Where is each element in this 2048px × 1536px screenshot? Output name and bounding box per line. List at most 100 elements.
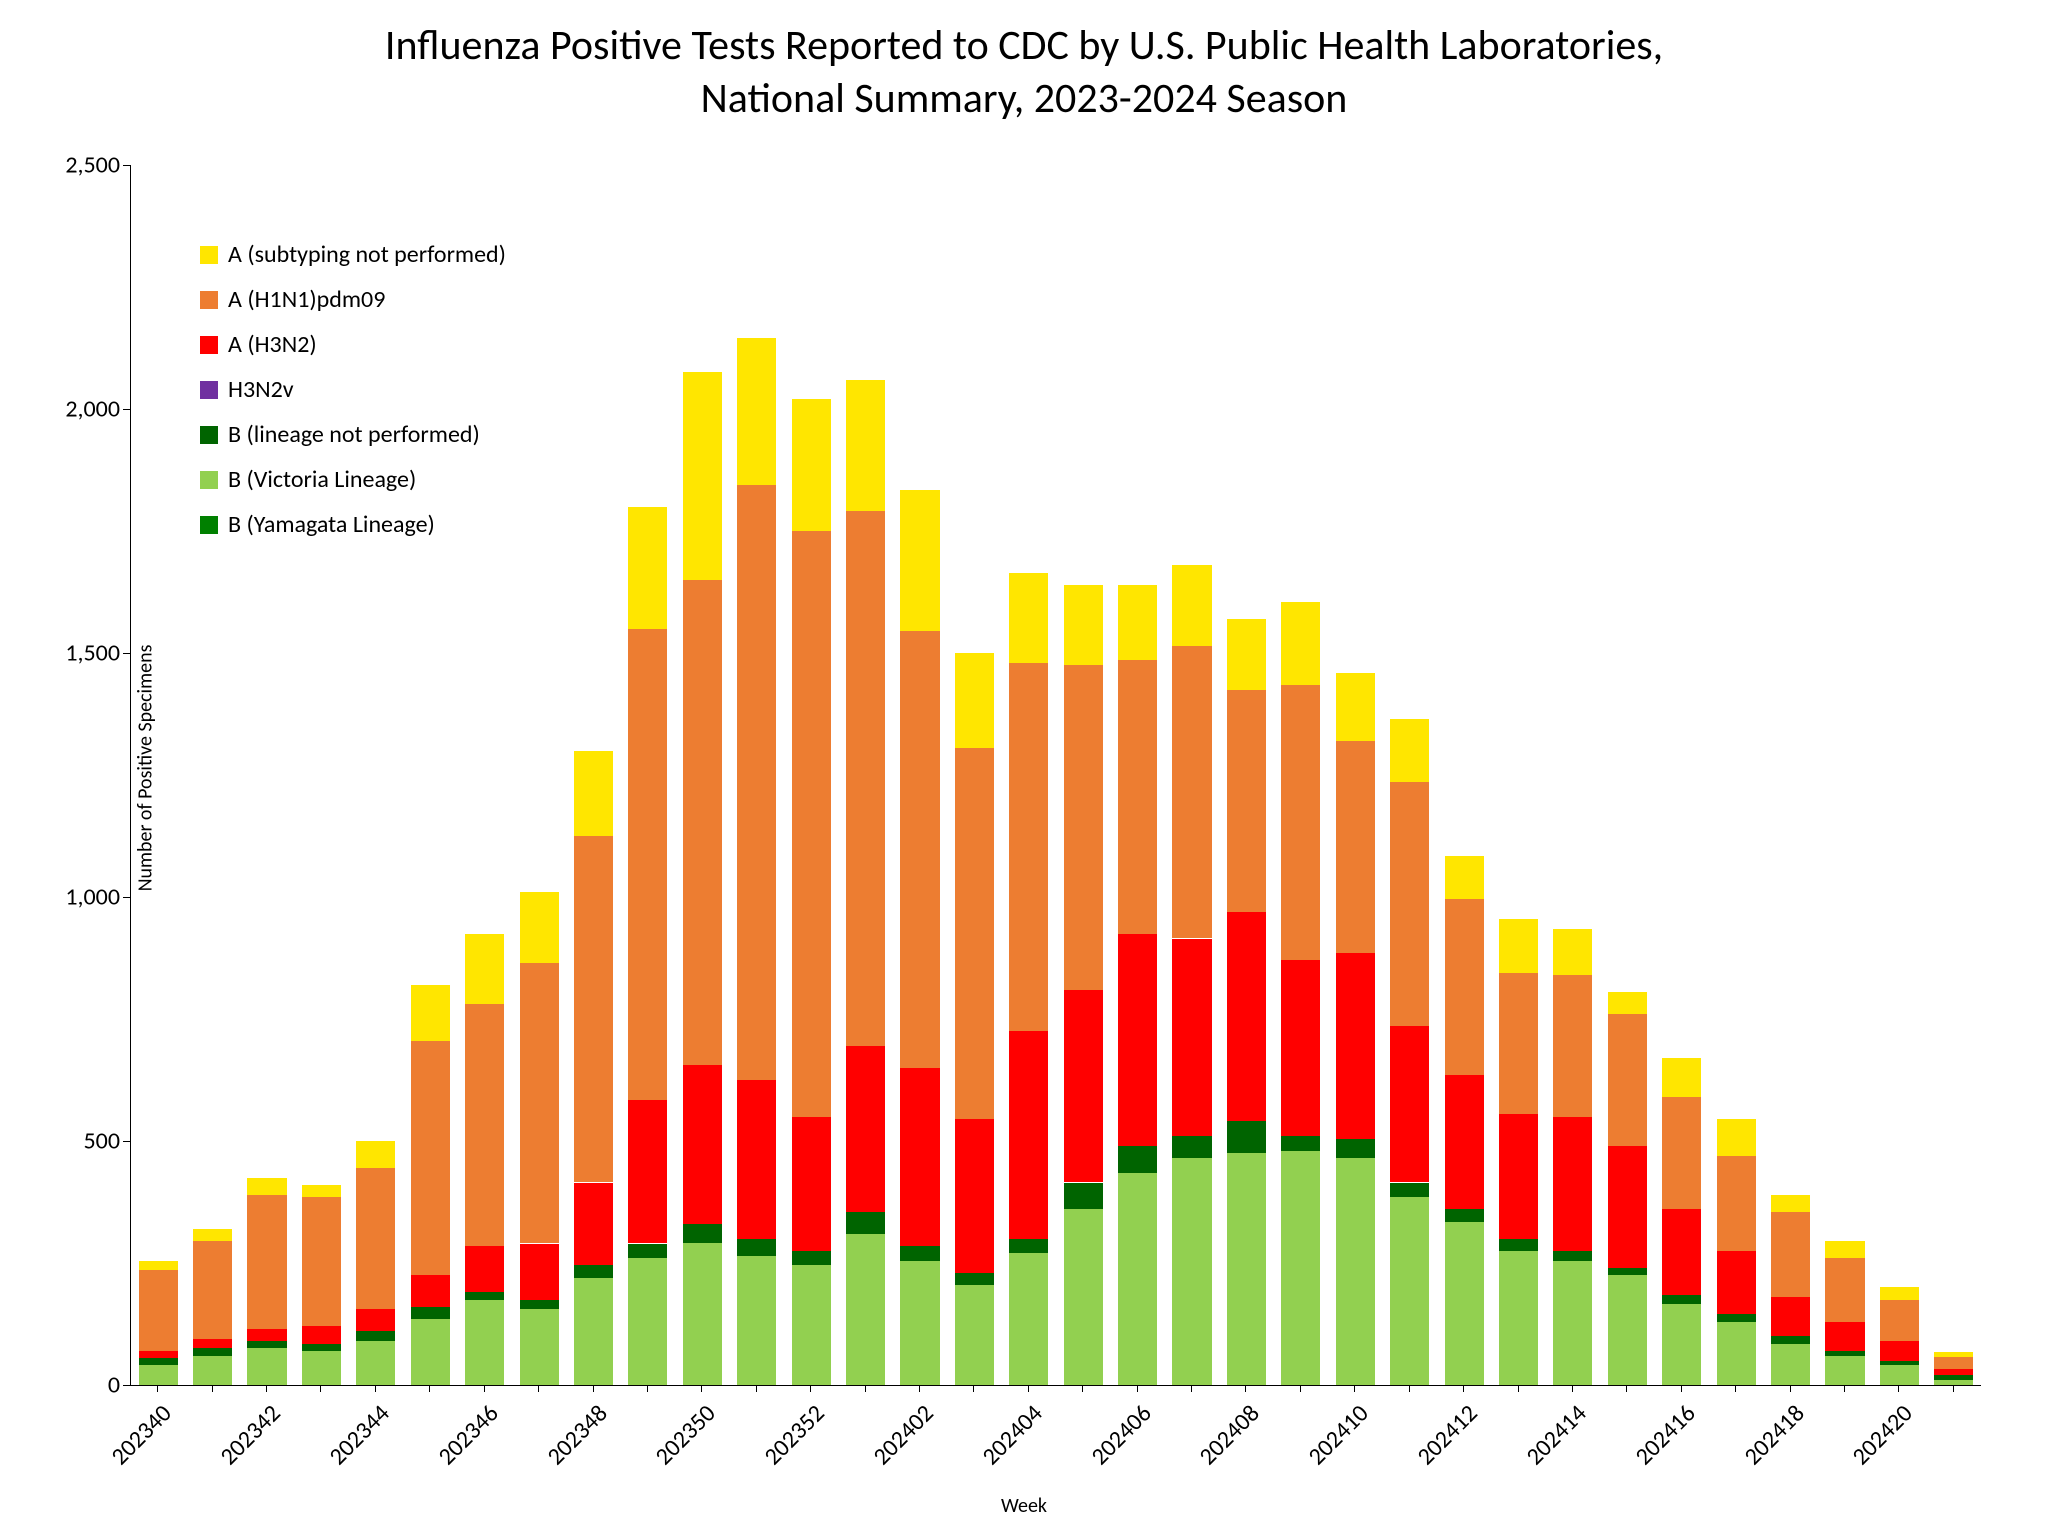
bar-segment-b_victoria	[1662, 1304, 1701, 1385]
bar-segment-a_h1n1	[1390, 782, 1429, 1026]
x-tick-mark	[266, 1385, 267, 1392]
legend-label: H3N2v	[228, 375, 294, 404]
bar-segment-b_no_lineage	[900, 1246, 939, 1261]
bar-segment-b_no_lineage	[1499, 1239, 1538, 1251]
bar-segment-b_no_lineage	[1934, 1375, 1973, 1380]
bar-segment-a_nosub	[411, 985, 450, 1041]
bar-segment-a_nosub	[1064, 585, 1103, 666]
legend-swatch	[200, 246, 218, 264]
bar-segment-a_h3n2	[1553, 1117, 1592, 1251]
bar-segment-a_h1n1	[520, 963, 559, 1244]
bar-segment-a_nosub	[1662, 1058, 1701, 1097]
title-line-2: National Summary, 2023-2024 Season	[701, 73, 1348, 124]
y-tick-label: 1,000	[40, 883, 120, 912]
bar-segment-a_h3n2	[1064, 990, 1103, 1183]
bar-segment-a_h3n2	[247, 1329, 286, 1341]
bar-segment-b_no_lineage	[302, 1344, 341, 1351]
x-tick-mark	[810, 1385, 811, 1392]
bar-segment-a_h1n1	[1064, 665, 1103, 990]
bar-segment-a_h3n2	[1934, 1369, 1973, 1375]
x-tick-mark	[1844, 1385, 1845, 1392]
legend-item: B (lineage not performed)	[200, 420, 506, 449]
bar-segment-a_nosub	[1771, 1195, 1810, 1212]
x-tick-label: 202352	[739, 1399, 830, 1490]
legend-swatch	[200, 426, 218, 444]
bar-segment-a_h3n2	[846, 1046, 885, 1212]
x-tick-mark	[1082, 1385, 1083, 1392]
bar-segment-a_h3n2	[1880, 1341, 1919, 1361]
x-tick-label: 202414	[1501, 1399, 1592, 1490]
bar-segment-a_nosub	[1118, 585, 1157, 661]
bar-segment-a_h3n2	[1499, 1114, 1538, 1238]
bar-segment-b_victoria	[1771, 1344, 1810, 1385]
bar-segment-b_victoria	[1445, 1222, 1484, 1385]
x-tick-label: 202344	[304, 1399, 395, 1490]
x-tick-mark	[1245, 1385, 1246, 1392]
bar-segment-a_h3n2	[1009, 1031, 1048, 1238]
bar-segment-b_no_lineage	[846, 1212, 885, 1234]
bar-segment-b_no_lineage	[1717, 1314, 1756, 1321]
x-tick-mark	[593, 1385, 594, 1392]
bar-segment-b_no_lineage	[1227, 1121, 1266, 1153]
bar-segment-b_victoria	[1880, 1365, 1919, 1385]
bar-segment-a_h3n2	[900, 1068, 939, 1246]
legend-label: A (subtyping not performed)	[228, 240, 506, 269]
legend-item: B (Yamagata Lineage)	[200, 510, 506, 539]
bar-segment-a_h3n2	[1825, 1322, 1864, 1351]
bar-segment-b_victoria	[683, 1243, 722, 1385]
bar-segment-b_victoria	[1172, 1158, 1211, 1385]
x-tick-mark	[1790, 1385, 1791, 1392]
bar-segment-b_victoria	[520, 1309, 559, 1385]
bar-segment-a_nosub	[1608, 992, 1647, 1014]
bar-segment-a_h1n1	[792, 531, 831, 1117]
x-tick-mark	[157, 1385, 158, 1392]
legend-label: B (Victoria Lineage)	[228, 465, 416, 494]
y-tick-label: 500	[40, 1127, 120, 1156]
bar-segment-a_h1n1	[1499, 973, 1538, 1115]
bar-segment-a_h3n2	[520, 1244, 559, 1300]
bar-segment-b_no_lineage	[465, 1292, 504, 1299]
x-tick-label: 202420	[1828, 1399, 1919, 1490]
bar-segment-b_victoria	[247, 1348, 286, 1385]
bar-segment-b_victoria	[1553, 1261, 1592, 1385]
bar-segment-a_h1n1	[1336, 741, 1375, 953]
bar-segment-b_no_lineage	[139, 1358, 178, 1365]
bar-segment-a_h3n2	[1227, 912, 1266, 1122]
bar-segment-b_no_lineage	[520, 1300, 559, 1310]
bar-segment-b_no_lineage	[1608, 1268, 1647, 1275]
x-tick-label: 202418	[1719, 1399, 1810, 1490]
y-tick-mark	[123, 1385, 130, 1386]
bar-segment-b_victoria	[1281, 1151, 1320, 1385]
x-tick-mark	[1028, 1385, 1029, 1392]
bar-segment-b_no_lineage	[1445, 1209, 1484, 1221]
bar-segment-b_no_lineage	[955, 1273, 994, 1285]
bar-segment-b_no_lineage	[1662, 1295, 1701, 1305]
x-tick-mark	[375, 1385, 376, 1392]
bar-segment-a_h3n2	[1717, 1251, 1756, 1314]
bar-segment-a_nosub	[628, 507, 667, 629]
bar-segment-a_h3n2	[955, 1119, 994, 1273]
bar-segment-b_victoria	[1064, 1209, 1103, 1385]
bar-segment-a_nosub	[737, 338, 776, 484]
bar-segment-b_victoria	[1118, 1173, 1157, 1385]
bar-segment-a_nosub	[1825, 1241, 1864, 1258]
x-tick-mark	[1191, 1385, 1192, 1392]
y-tick-label: 0	[40, 1371, 120, 1400]
x-tick-label: 202404	[957, 1399, 1048, 1490]
bar-segment-b_victoria	[628, 1258, 667, 1385]
bar-segment-a_h3n2	[1390, 1026, 1429, 1182]
bar-segment-b_no_lineage	[683, 1224, 722, 1244]
bar-segment-a_h3n2	[1118, 934, 1157, 1146]
bar-segment-a_h3n2	[139, 1351, 178, 1358]
bar-segment-a_nosub	[792, 399, 831, 531]
bar-segment-a_h1n1	[1445, 899, 1484, 1075]
x-tick-mark	[1626, 1385, 1627, 1392]
x-tick-mark	[1137, 1385, 1138, 1392]
legend-label: B (Yamagata Lineage)	[228, 510, 435, 539]
x-tick-mark	[865, 1385, 866, 1392]
x-tick-label: 202408	[1175, 1399, 1266, 1490]
bar-segment-a_nosub	[520, 892, 559, 963]
bar-segment-a_nosub	[1445, 856, 1484, 900]
bar-segment-a_h3n2	[737, 1080, 776, 1239]
legend-swatch	[200, 381, 218, 399]
